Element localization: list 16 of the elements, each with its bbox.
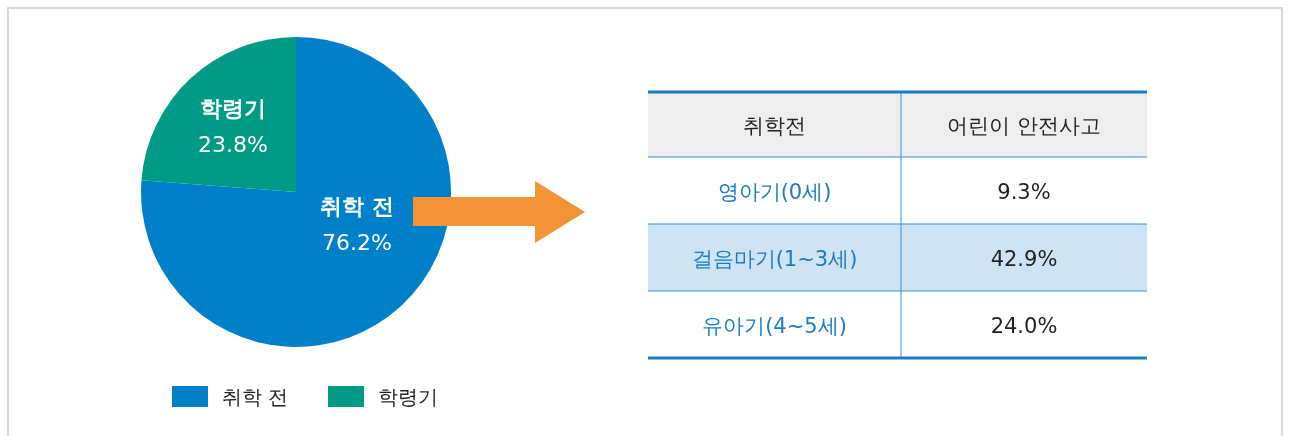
legend-label: 학령기 <box>378 385 438 409</box>
text: 24.0% <box>990 313 1058 338</box>
slice-label: 취학 전 <box>320 194 394 219</box>
slice-label: 학령기 <box>200 96 266 121</box>
text: 9.3% <box>997 179 1051 204</box>
category-label: 유아기(4~5세) <box>702 313 847 338</box>
pie-slice <box>141 37 296 192</box>
legend-label: 취학 전 <box>222 385 289 409</box>
category-label: 걸음마기(1~3세) <box>691 246 858 271</box>
text: 42.9% <box>990 246 1058 271</box>
data-label: 23.8% <box>198 132 268 157</box>
data-label: 76.2% <box>322 230 392 255</box>
text: 취학전 <box>743 113 806 138</box>
pie-slice <box>141 37 451 347</box>
text: 어린이 안전사고 <box>947 113 1101 138</box>
category-label: 영아기(0세) <box>717 179 832 204</box>
